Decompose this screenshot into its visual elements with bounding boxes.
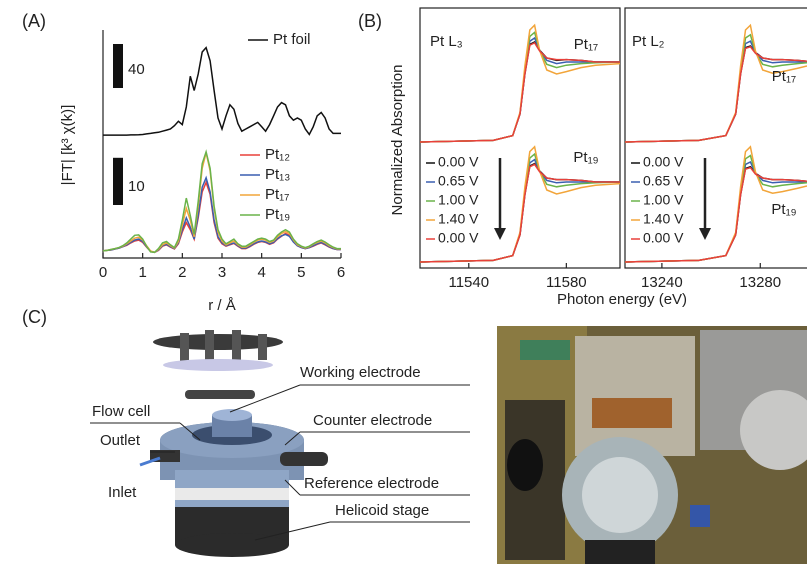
legend-label: 1.40 V xyxy=(438,211,479,227)
series-line xyxy=(419,36,620,143)
series-line xyxy=(624,45,807,143)
series-line xyxy=(419,163,620,263)
y-axis-label: |FT| [k³ χ(k)] xyxy=(59,105,76,186)
annotation: Pt₁₉ xyxy=(771,201,796,218)
legend-label: Pt₁₉ xyxy=(265,206,290,223)
legend-label: 0.00 V xyxy=(643,230,684,246)
x-tick-label: 11580 xyxy=(546,274,587,291)
y-axis-label: Normalized Absorption xyxy=(389,65,406,216)
series-line xyxy=(624,166,807,263)
panel-label: (B) xyxy=(358,11,382,31)
panel-label: (A) xyxy=(22,11,46,31)
cell-schematic xyxy=(139,330,328,557)
x-tick-label: 1 xyxy=(138,264,146,281)
series-line xyxy=(102,175,341,254)
plot-frame xyxy=(419,7,621,269)
legend-label: Pt₁₂ xyxy=(265,146,290,163)
diagram-label: Outlet xyxy=(100,432,141,449)
x-tick-label: 13280 xyxy=(739,274,781,291)
x-axis-label: Photon energy (eV) xyxy=(557,291,687,308)
diagram-label: Inlet xyxy=(108,484,137,501)
x-tick-label: 4 xyxy=(257,264,265,281)
series-line xyxy=(419,41,620,143)
series-line xyxy=(102,149,341,254)
legend-label: 1.40 V xyxy=(643,211,684,227)
leader-lines xyxy=(90,384,470,541)
series-line xyxy=(624,45,807,143)
legend-label: Pt foil xyxy=(273,31,311,48)
legend-label: 1.00 V xyxy=(438,192,479,208)
panel-title: Pt L₂ xyxy=(632,33,665,50)
legend-label: 0.65 V xyxy=(438,173,479,189)
panel-title: Pt L₃ xyxy=(430,33,463,50)
x-tick-label: 0 xyxy=(99,264,107,281)
series-line xyxy=(419,41,620,143)
series-line xyxy=(103,46,341,136)
legend-label: Pt₁₃ xyxy=(265,166,290,183)
diagram-label: Counter electrode xyxy=(313,412,432,429)
legend-label: 0.00 V xyxy=(438,154,479,170)
legend-label: Pt₁₇ xyxy=(265,186,289,203)
series-line xyxy=(624,40,807,143)
scale-bar-label: 40 xyxy=(128,61,145,78)
annotation: Pt₁₇ xyxy=(574,36,598,53)
scale-bar xyxy=(113,157,123,205)
diagram-label: Flow cell xyxy=(92,403,150,420)
legend-label: 0.00 V xyxy=(643,154,684,170)
potential-arrow xyxy=(494,158,711,240)
x-axis-label: r / Å xyxy=(208,297,236,314)
diagram-label: Helicoid stage xyxy=(335,502,429,519)
legend-label: 0.65 V xyxy=(643,173,684,189)
x-tick-label: 3 xyxy=(218,264,226,281)
legend-label: 1.00 V xyxy=(643,192,684,208)
panel-label: (C) xyxy=(22,307,47,327)
annotation: Pt₁₇ xyxy=(772,68,796,85)
diagram-label: Reference electrode xyxy=(304,475,439,492)
scale-bar-label: 10 xyxy=(128,178,145,195)
legend-label: 0.00 V xyxy=(438,230,479,246)
annotation: Pt₁₉ xyxy=(573,149,598,166)
x-tick-label: 5 xyxy=(297,264,305,281)
series-line xyxy=(624,33,807,143)
series-line xyxy=(419,152,621,263)
photo xyxy=(497,326,807,564)
x-tick-label: 13240 xyxy=(641,274,683,291)
diagram-label: Working electrode xyxy=(300,364,421,381)
x-tick-label: 11540 xyxy=(448,274,489,291)
x-tick-label: 6 xyxy=(337,264,345,281)
scale-bar xyxy=(113,44,123,88)
plot-frame xyxy=(624,7,807,269)
x-tick-label: 2 xyxy=(178,264,186,281)
